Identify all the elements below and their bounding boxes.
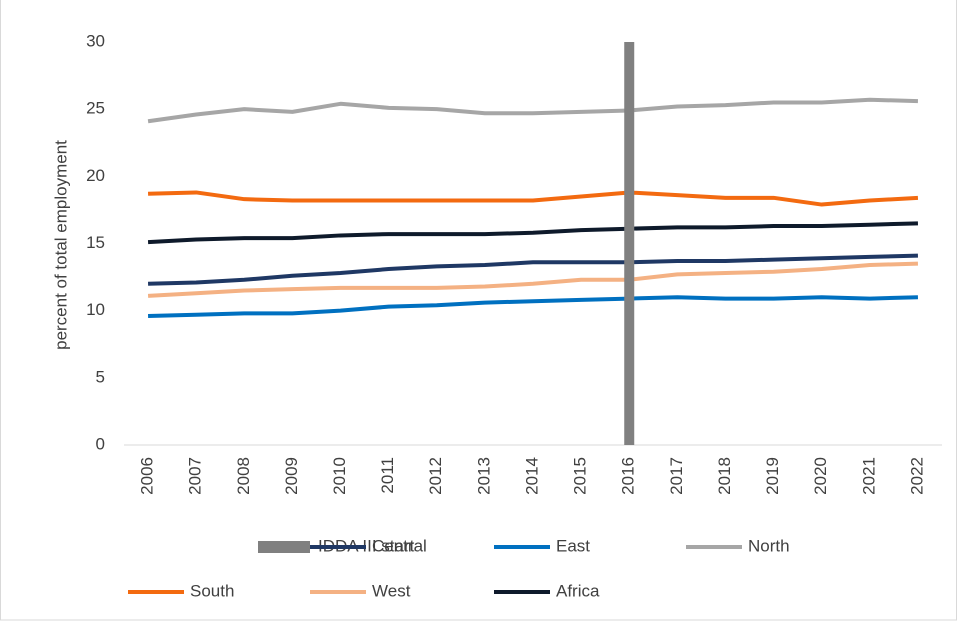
- y-tick-label: 30: [86, 31, 105, 50]
- x-tick-label: 2019: [763, 457, 782, 495]
- legend-label: North: [748, 536, 790, 555]
- line-series: [148, 190, 919, 207]
- line-series: [148, 295, 918, 319]
- x-tick-label: 2020: [811, 457, 830, 495]
- x-tick-label: 2022: [907, 457, 926, 495]
- x-tick-label: 2017: [667, 457, 686, 495]
- x-tick-label: 2021: [859, 457, 878, 495]
- legend-label: IDDA III start: [318, 536, 415, 555]
- legend-label: East: [556, 536, 590, 555]
- x-tick-label: 2011: [378, 457, 397, 494]
- x-tick-label: 2018: [715, 457, 734, 495]
- x-tick-label: 2016: [619, 457, 638, 495]
- x-tick-label: 2013: [474, 457, 493, 495]
- x-tick-label: 2006: [138, 457, 157, 495]
- legend-label: Central: [372, 536, 427, 555]
- x-tick-label: 2015: [571, 457, 590, 495]
- y-tick-label: 5: [96, 367, 105, 386]
- y-tick-label: 25: [86, 99, 105, 118]
- line-series: [147, 221, 918, 245]
- x-tick-label: 2009: [282, 457, 301, 495]
- y-tick-label: 10: [86, 300, 105, 319]
- y-tick-label: 20: [86, 166, 105, 185]
- x-tick-label: 2012: [426, 457, 445, 495]
- legend-label: South: [190, 581, 234, 600]
- line-series: [147, 97, 918, 124]
- line-series: [147, 261, 918, 298]
- y-tick-label: 15: [86, 233, 105, 252]
- x-tick-label: 2008: [234, 457, 253, 495]
- x-tick-label: 2007: [186, 457, 205, 495]
- x-tick-label: 2014: [522, 457, 541, 495]
- y-tick-label: 0: [96, 434, 105, 453]
- legend-label: West: [372, 581, 411, 600]
- legend-swatch: [258, 541, 310, 553]
- x-tick-label: 2010: [330, 457, 349, 495]
- bar: [624, 42, 635, 445]
- legend-label: Africa: [556, 581, 600, 600]
- y-axis-label: percent of total employment: [51, 140, 70, 350]
- line-series: [148, 253, 918, 286]
